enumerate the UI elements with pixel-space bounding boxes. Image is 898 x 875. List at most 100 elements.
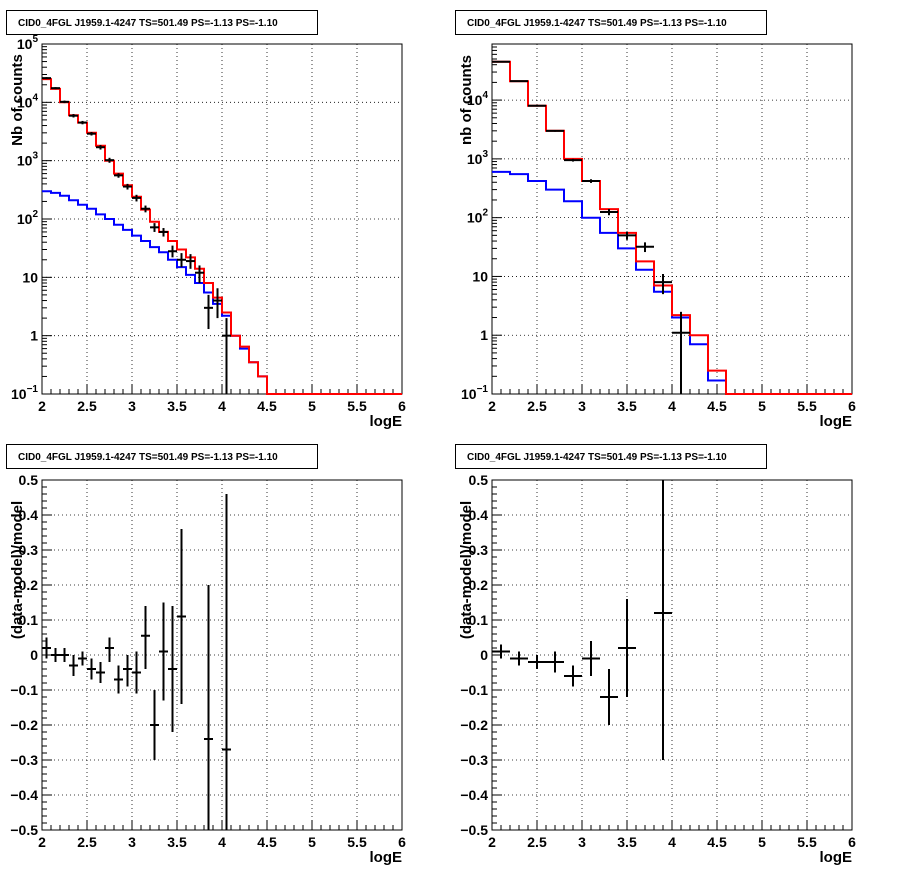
title-box xyxy=(6,444,318,469)
data-point xyxy=(492,644,510,659)
x-tick-label: 5.5 xyxy=(347,834,367,850)
data-point xyxy=(132,651,141,694)
data-point xyxy=(159,602,168,701)
x-tick-label: 3 xyxy=(578,834,586,850)
data-point xyxy=(96,662,105,683)
data-point xyxy=(654,480,672,760)
x-tick-label: 3 xyxy=(578,398,586,414)
y-axis-label: Nb of counts xyxy=(9,54,26,146)
y-tick-label: 102 xyxy=(467,208,489,226)
data-point xyxy=(69,114,78,118)
x-axis-label: logE xyxy=(820,849,853,866)
x-tick-label: 6 xyxy=(848,398,856,414)
data-point xyxy=(213,288,222,319)
title-box xyxy=(455,444,767,469)
y-tick-label: −0.4 xyxy=(460,787,488,803)
x-tick-label: 4.5 xyxy=(257,398,277,414)
data-point xyxy=(87,658,96,680)
y-tick-label: −0.1 xyxy=(10,682,38,698)
histogram-series-1 xyxy=(492,60,852,395)
x-tick-label: 2 xyxy=(488,398,496,414)
data-point xyxy=(546,651,564,673)
data-point xyxy=(60,100,69,104)
chart-title: CID0_4FGL J1959.1-4247 TS=501.49 PS=-1.1… xyxy=(467,18,727,29)
data-point xyxy=(69,655,78,676)
chart-title: CID0_4FGL J1959.1-4247 TS=501.49 PS=-1.1… xyxy=(467,452,727,463)
data-point xyxy=(150,223,159,232)
data-point xyxy=(546,129,564,132)
y-tick-label: 0.3 xyxy=(469,542,489,558)
x-tick-label: 4.5 xyxy=(707,398,727,414)
x-tick-label: 2.5 xyxy=(527,398,547,414)
x-tick-label: 2.5 xyxy=(527,834,547,850)
panel-4: CID0_4FGL J1959.1-4247 TS=501.49 PS=-1.1… xyxy=(455,444,856,866)
data-point xyxy=(141,606,150,669)
x-tick-label: 5 xyxy=(308,834,316,850)
data-point xyxy=(78,120,87,125)
y-tick-label: 10−1 xyxy=(461,384,488,402)
data-point xyxy=(204,294,213,330)
x-tick-label: 3.5 xyxy=(167,398,187,414)
x-axis-label: logE xyxy=(370,413,403,430)
panel-1: CID0_4FGL J1959.1-4247 TS=501.49 PS=-1.1… xyxy=(6,10,406,430)
y-tick-label: 103 xyxy=(467,149,489,167)
x-tick-label: 6 xyxy=(848,834,856,850)
data-point xyxy=(51,87,60,90)
data-point xyxy=(114,665,123,694)
title-box xyxy=(6,10,318,35)
y-axis-label: nb of counts xyxy=(458,55,475,145)
data-point xyxy=(105,157,114,163)
data-point xyxy=(51,648,60,662)
data-point xyxy=(78,651,87,666)
x-tick-label: 4 xyxy=(668,834,676,850)
y-tick-label: 0.2 xyxy=(19,577,39,593)
data-point xyxy=(87,132,96,136)
data-point xyxy=(42,637,51,659)
data-point xyxy=(510,80,528,83)
plot-frame xyxy=(491,43,853,395)
x-axis-label: logE xyxy=(820,413,853,430)
data-point xyxy=(564,665,582,687)
x-tick-label: 5 xyxy=(308,398,316,414)
y-tick-label: −0.4 xyxy=(10,787,38,803)
x-tick-label: 2 xyxy=(38,834,46,850)
x-tick-label: 6 xyxy=(398,398,406,414)
x-tick-label: 4 xyxy=(668,398,676,414)
data-point xyxy=(492,60,510,63)
y-tick-label: 103 xyxy=(17,151,39,169)
x-tick-label: 2 xyxy=(488,834,496,850)
y-tick-label: −0.1 xyxy=(460,682,488,698)
y-tick-label: 0.5 xyxy=(469,472,489,488)
y-tick-label: 105 xyxy=(17,34,39,52)
data-point xyxy=(141,205,150,213)
chart-title: CID0_4FGL J1959.1-4247 TS=501.49 PS=-1.1… xyxy=(18,18,278,29)
data-point xyxy=(42,77,51,80)
data-point xyxy=(123,183,132,190)
data-point xyxy=(582,641,600,676)
data-point xyxy=(600,669,618,725)
title-box xyxy=(455,10,767,35)
x-tick-label: 2.5 xyxy=(77,834,97,850)
x-tick-label: 3 xyxy=(128,398,136,414)
y-tick-label: −0.2 xyxy=(460,717,488,733)
data-point xyxy=(96,145,105,150)
data-point xyxy=(528,104,546,107)
y-tick-label: 1 xyxy=(30,328,38,344)
x-tick-label: 2.5 xyxy=(77,398,97,414)
data-point xyxy=(654,274,672,295)
data-point xyxy=(222,318,231,394)
data-point xyxy=(564,158,582,162)
data-point xyxy=(204,585,213,830)
y-tick-label: 0.1 xyxy=(19,612,39,628)
y-tick-label: 0 xyxy=(480,647,488,663)
data-point xyxy=(600,209,618,216)
x-tick-label: 5.5 xyxy=(347,398,367,414)
y-tick-label: 104 xyxy=(467,90,489,108)
y-axis-label: (data-model)/model xyxy=(458,501,475,639)
data-point xyxy=(123,655,132,687)
data-point xyxy=(222,494,231,830)
x-tick-label: 5 xyxy=(758,398,766,414)
x-tick-label: 5.5 xyxy=(797,834,817,850)
x-tick-label: 4 xyxy=(218,398,226,414)
